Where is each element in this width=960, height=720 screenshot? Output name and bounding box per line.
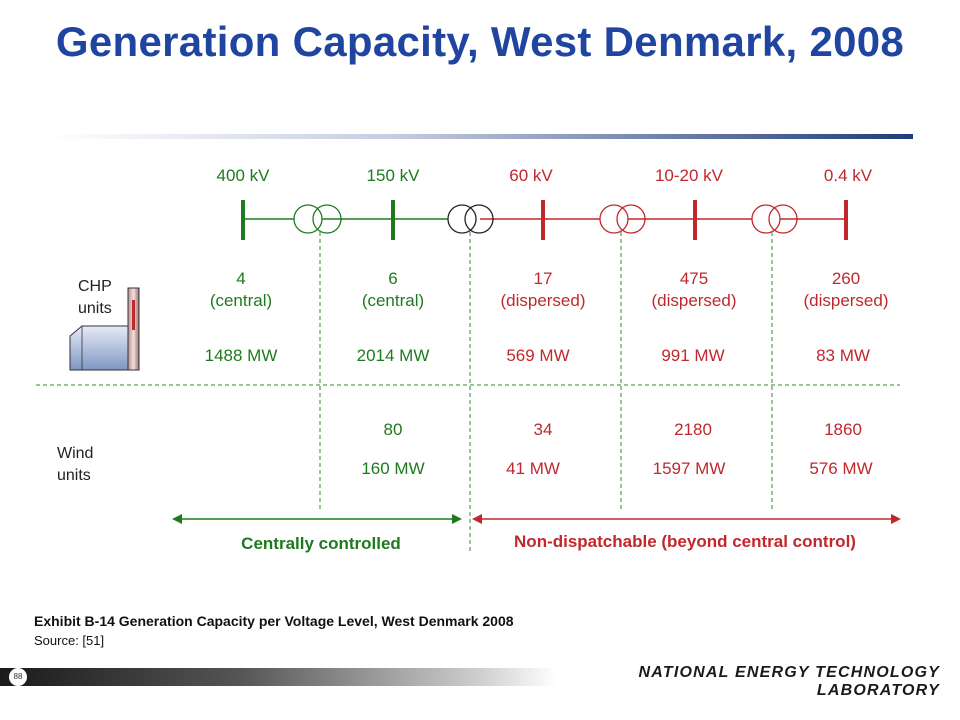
wind-mw-04kv: 576 MW	[809, 459, 873, 478]
chp-label-line-1: CHP	[78, 278, 112, 295]
transformer-10-04-icon	[751, 204, 781, 234]
chp-count-value: 4	[236, 269, 246, 288]
wind-mw-60kv: 41 MW	[506, 459, 560, 478]
chp-mw-150kv: 2014 MW	[356, 346, 430, 365]
transformer-10-04-icon-b	[768, 204, 798, 234]
chp-units-label: CHP units	[78, 276, 112, 320]
chp-count-type: (dispersed)	[500, 291, 586, 310]
wind-count-04kv: 1860	[824, 420, 862, 439]
chp-mw-60kv: 569 MW	[506, 346, 570, 365]
central-arrow-right-icon	[452, 514, 462, 524]
chp-count-value: 260	[831, 269, 861, 288]
exhibit-caption: Exhibit B-14 Generation Capacity per Vol…	[34, 613, 514, 629]
transformer-60-10-icon	[599, 204, 629, 234]
chp-count-04kv: 260 (dispersed)	[771, 268, 921, 312]
chp-count-type: (central)	[209, 291, 273, 310]
chp-mw-400kv: 1488 MW	[204, 346, 278, 365]
page-number: 88	[9, 668, 27, 686]
voltage-label-04kv: 0.4 kV	[823, 166, 873, 185]
chp-mw-10-20kv: 991 MW	[661, 346, 725, 365]
wind-units-label: Wind units	[57, 443, 93, 487]
chp-count-value: 475	[679, 269, 709, 288]
chp-count-type: (dispersed)	[651, 291, 737, 310]
chp-count-type: (central)	[361, 291, 425, 310]
transformer-150-60-icon	[447, 204, 477, 234]
wind-mw-150kv: 160 MW	[361, 459, 425, 478]
wind-label-line-1: Wind	[57, 445, 94, 462]
wind-label-line-2: units	[57, 467, 91, 484]
transformer-150-60-icon-b	[464, 204, 494, 234]
chp-count-60kv: 17 (dispersed)	[468, 268, 618, 312]
voltage-label-10-20kv: 10-20 kV	[654, 166, 724, 185]
wind-count-60kv: 34	[533, 420, 553, 439]
footer-logo-text: NATIONAL ENERGY TECHNOLOGY LABORATORY	[638, 664, 940, 699]
transformer-60-10-icon-b	[616, 204, 646, 234]
chp-count-150kv: 6 (central)	[318, 268, 468, 312]
voltage-label-150kv: 150 kV	[366, 166, 420, 185]
voltage-label-400kv: 400 kV	[216, 166, 270, 185]
chp-count-value: 17	[533, 269, 553, 288]
voltage-label-60kv: 60 kV	[509, 166, 553, 185]
nondispatch-arrow-right-icon	[891, 514, 901, 524]
title-underline-bar	[48, 134, 913, 139]
wind-count-150kv: 80	[383, 420, 403, 439]
non-dispatchable-label: Non-dispatchable (beyond central control…	[514, 532, 856, 551]
chp-mw-04kv: 83 MW	[816, 346, 870, 365]
chp-count-400kv: 4 (central)	[166, 268, 316, 312]
page-title: Generation Capacity, West Denmark, 2008	[55, 18, 905, 65]
chp-plant-icon	[69, 287, 140, 371]
chp-count-value: 6	[388, 269, 398, 288]
chp-count-10-20kv: 475 (dispersed)	[619, 268, 769, 312]
source-note: Source: [51]	[34, 633, 105, 648]
centrally-controlled-label: Centrally controlled	[241, 534, 401, 553]
central-arrow-left-icon	[172, 514, 182, 524]
wind-count-10-20kv: 2180	[674, 420, 712, 439]
footer-bar	[0, 668, 960, 686]
chp-count-type: (dispersed)	[803, 291, 889, 310]
wind-mw-10-20kv: 1597 MW	[652, 459, 726, 478]
transformer-400-150-icon-b	[312, 204, 342, 234]
nondispatch-arrow-left-icon	[472, 514, 482, 524]
chp-label-line-2: units	[78, 300, 112, 317]
